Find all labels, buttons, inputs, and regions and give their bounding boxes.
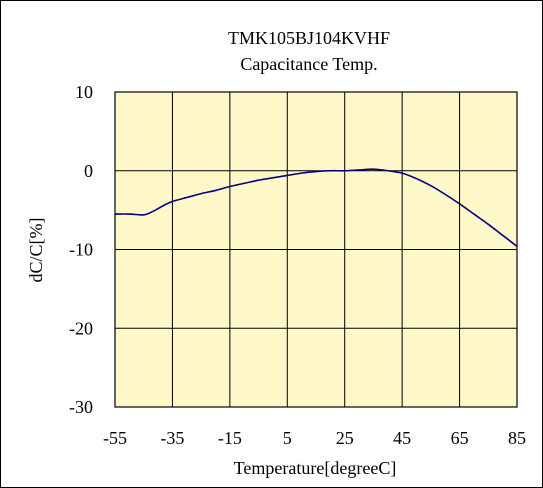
x-tick-label: -35 <box>160 428 184 448</box>
x-tick-labels: -55 -35 -15 5 25 45 65 85 <box>103 428 526 448</box>
x-axis-label: Temperature[degreeC] <box>234 458 397 478</box>
y-tick-label: -30 <box>69 397 93 417</box>
y-tick-labels: 10 0 -10 -20 -30 <box>69 82 93 417</box>
x-tick-label: 45 <box>393 428 411 448</box>
x-tick-label: 65 <box>451 428 469 448</box>
x-tick-label: -55 <box>103 428 127 448</box>
y-tick-label: 10 <box>75 82 93 102</box>
y-tick-label: -10 <box>69 240 93 260</box>
y-tick-label: 0 <box>84 161 93 181</box>
x-tick-label: 5 <box>283 428 292 448</box>
x-tick-label: -15 <box>218 428 242 448</box>
y-tick-label: -20 <box>69 318 93 338</box>
chart-title: TMK105BJ104KVHF <box>228 28 390 48</box>
y-axis-label: dC/C[%] <box>26 218 46 283</box>
x-tick-label: 25 <box>336 428 354 448</box>
chart-subtitle: Capacitance Temp. <box>240 54 377 74</box>
series-line <box>114 168 518 247</box>
x-tick-label: 85 <box>508 428 526 448</box>
